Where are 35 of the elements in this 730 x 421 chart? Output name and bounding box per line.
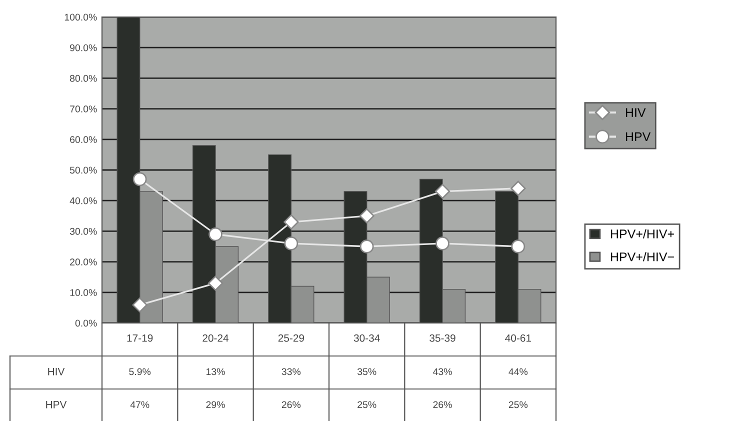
data-label: 35% bbox=[357, 368, 376, 376]
y-tick-label: 30.0% bbox=[70, 228, 97, 235]
x-tick-label: 30-34 bbox=[354, 334, 380, 342]
data-label: 44% bbox=[508, 368, 528, 376]
data-label: 29% bbox=[206, 401, 225, 408]
data-label: 26% bbox=[433, 401, 452, 408]
data-label: 25% bbox=[358, 401, 376, 408]
y-tick-label: 60.0% bbox=[70, 136, 97, 144]
y-tick-label: 90.0% bbox=[70, 44, 97, 52]
data-label: 47% bbox=[130, 401, 150, 408]
text: HIV bbox=[48, 368, 65, 376]
y-tick-label: 0.0% bbox=[75, 320, 97, 327]
x-tick-label: 40-61 bbox=[505, 334, 531, 342]
y-tick-label: 10.0% bbox=[70, 289, 97, 296]
text: HPV bbox=[46, 401, 67, 408]
y-tick-label: 80.0% bbox=[70, 74, 97, 82]
y-tick-label: 50.0% bbox=[70, 166, 97, 174]
data-label: 43% bbox=[432, 368, 452, 376]
x-tick-label: 25-29 bbox=[278, 334, 304, 342]
x-tick-label: 17-19 bbox=[127, 334, 153, 342]
data-label: 5.9% bbox=[129, 368, 151, 376]
data-label: 25% bbox=[508, 401, 528, 408]
x-tick-label: 20-24 bbox=[202, 334, 229, 342]
legend-label: HPV bbox=[626, 132, 651, 142]
y-tick-label: 40.0% bbox=[70, 197, 97, 204]
legend-label: HPV+/HIV+ bbox=[610, 229, 674, 238]
y-tick-label: 100.0% bbox=[64, 14, 97, 21]
data-label: 13% bbox=[206, 368, 225, 376]
x-tick-label: 35-39 bbox=[430, 334, 456, 342]
y-tick-label: 20.0% bbox=[70, 258, 97, 266]
data-label: 33% bbox=[282, 368, 301, 376]
legend-label: HIV bbox=[626, 108, 646, 117]
data-label: 26% bbox=[282, 401, 301, 408]
legend-label: HPV+/HIV− bbox=[610, 252, 674, 262]
y-tick-label: 70.0% bbox=[70, 106, 97, 112]
